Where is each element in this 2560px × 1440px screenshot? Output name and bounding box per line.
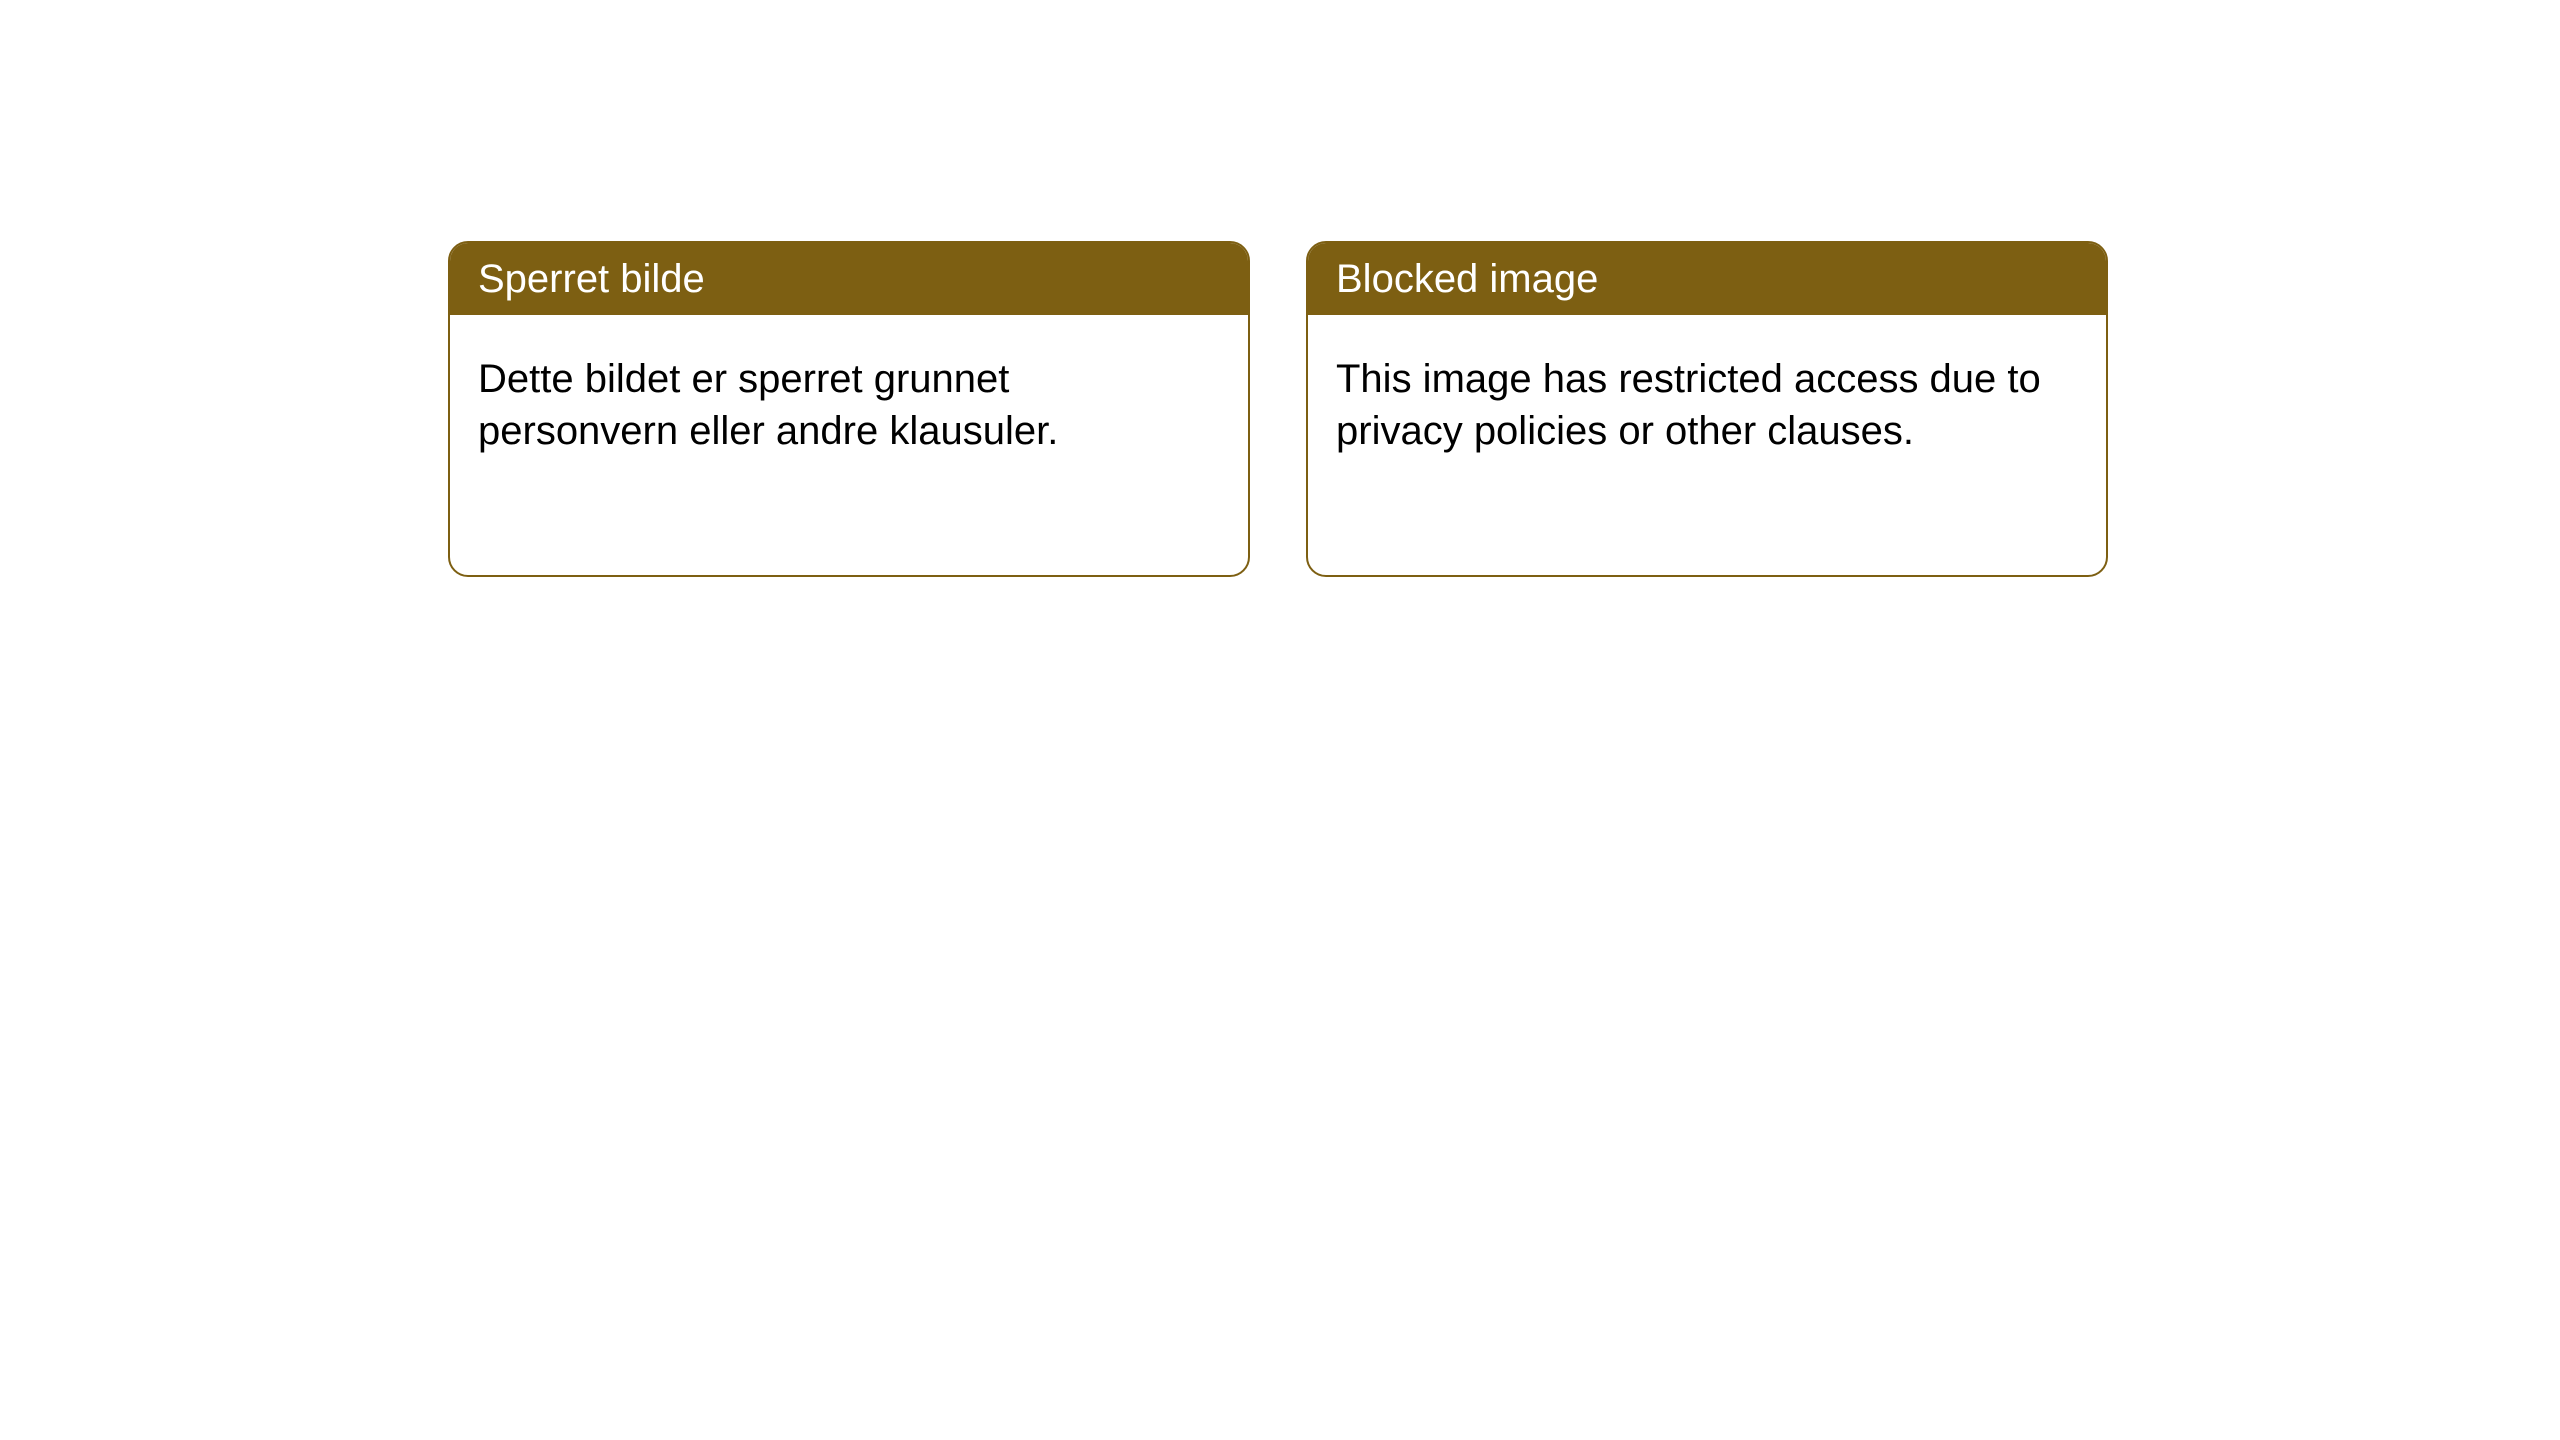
blocked-notice-card-norwegian: Sperret bilde Dette bildet er sperret gr… xyxy=(448,241,1250,577)
card-title-english: Blocked image xyxy=(1336,257,1598,301)
card-header-norwegian: Sperret bilde xyxy=(450,243,1248,315)
card-message-english: This image has restricted access due to … xyxy=(1336,357,2041,453)
card-body-norwegian: Dette bildet er sperret grunnet personve… xyxy=(450,315,1248,495)
card-message-norwegian: Dette bildet er sperret grunnet personve… xyxy=(478,357,1058,453)
blocked-notice-card-english: Blocked image This image has restricted … xyxy=(1306,241,2108,577)
card-title-norwegian: Sperret bilde xyxy=(478,257,705,301)
notice-container: Sperret bilde Dette bildet er sperret gr… xyxy=(448,241,2108,577)
card-body-english: This image has restricted access due to … xyxy=(1308,315,2106,495)
card-header-english: Blocked image xyxy=(1308,243,2106,315)
